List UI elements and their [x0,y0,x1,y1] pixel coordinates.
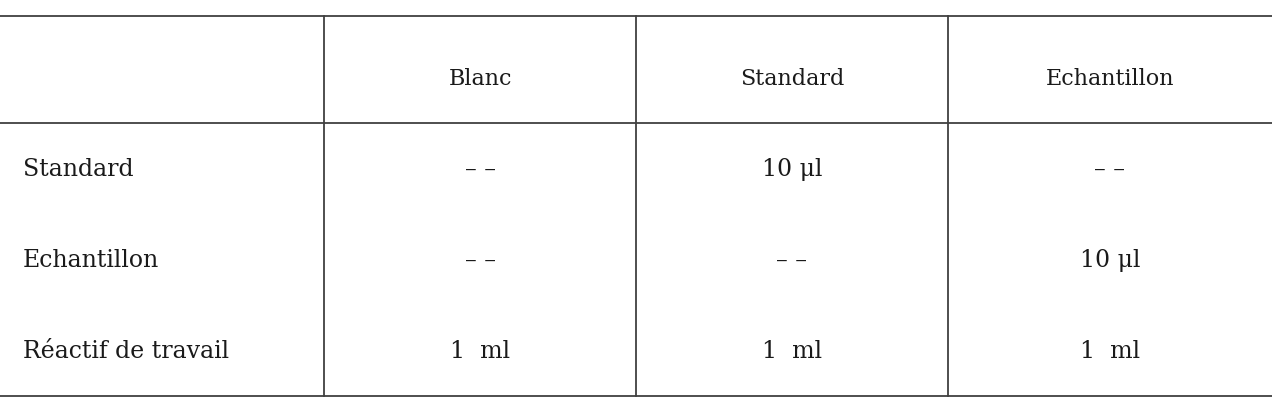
Text: 1  ml: 1 ml [762,339,822,363]
Text: 10 μl: 10 μl [762,158,822,181]
Text: Echantillon: Echantillon [1046,67,1174,90]
Text: – –: – – [464,249,496,272]
Text: 1  ml: 1 ml [1080,339,1140,363]
Text: – –: – – [776,249,808,272]
Text: – –: – – [464,158,496,181]
Text: Standard: Standard [23,158,134,181]
Text: 10 μl: 10 μl [1080,249,1140,272]
Text: Réactif de travail: Réactif de travail [23,339,229,363]
Text: Echantillon: Echantillon [23,249,159,272]
Text: Standard: Standard [739,67,845,90]
Text: 1  ml: 1 ml [450,339,510,363]
Text: – –: – – [1094,158,1126,181]
Text: Blanc: Blanc [449,67,511,90]
